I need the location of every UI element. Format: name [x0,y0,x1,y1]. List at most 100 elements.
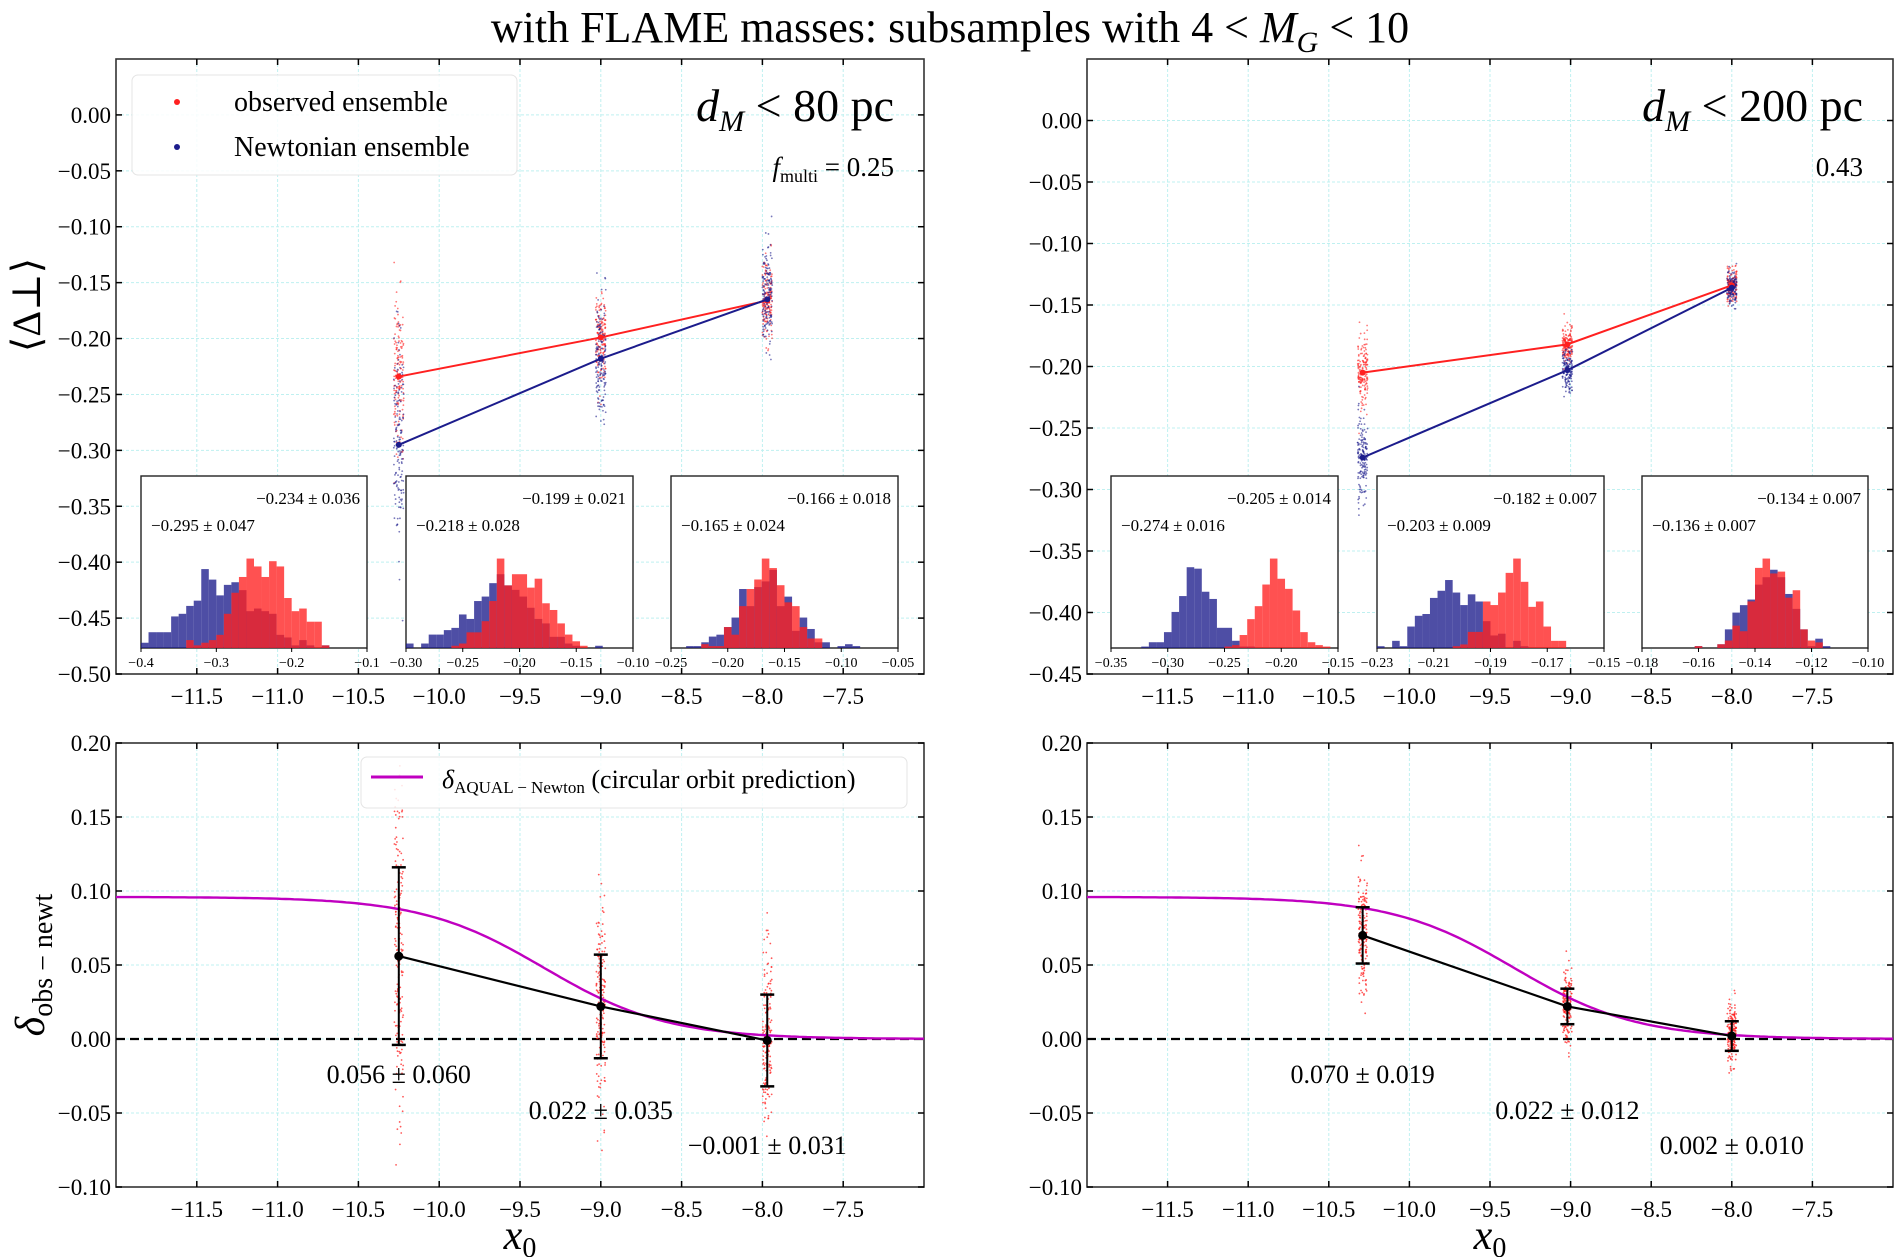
x-tick-label: −10.5 [332,684,385,709]
x-tick-label: −8.0 [742,684,784,709]
scatter-point [399,342,402,344]
inset-histogram: −0.234 ± 0.036−0.295 ± 0.047−0.4 −0.3 −0.2… [128,475,380,671]
scatter-point [767,263,769,265]
scatter-point [596,370,598,372]
scatter-point [763,1030,766,1033]
y-tick-label: 0.00 [1042,1027,1082,1052]
x-tick-label: −9.0 [1550,1197,1592,1222]
scatter-point [1727,271,1730,274]
scatter-point [1564,336,1567,339]
hist-bar-newtonian [1445,580,1453,648]
scatter-point [599,420,602,422]
scatter-point [763,1067,765,1070]
scatter-point [768,987,771,990]
scatter-point [1363,428,1366,431]
scatter-point [395,964,398,967]
scatter-point [1360,386,1362,389]
scatter-point [1562,1025,1564,1028]
scatter-point [393,337,396,339]
scatter-point [400,384,403,387]
scatter-point [595,350,597,352]
scatter-point [600,379,602,382]
hist-bar-observed [1277,578,1286,648]
x-tick-label: −9.0 [1550,684,1592,709]
scatter-point [762,1032,765,1034]
x-axis-label-var: x [1473,1213,1493,1257]
scatter-point [1361,991,1364,994]
scatter-point [1569,335,1572,337]
hist-bar-newtonian [686,646,694,648]
scatter-point [1362,446,1365,449]
scatter-point [398,413,401,416]
scatter-point [596,323,599,326]
inset-newtonian-label: −0.295 ± 0.047 [151,516,255,535]
y-tick-label: 0.00 [71,103,111,128]
scatter-point [395,1034,397,1037]
scatter-point [768,1045,771,1047]
hist-bar-observed [511,574,520,648]
x-tick-label: −8.5 [1630,1197,1672,1222]
scatter-point [1362,892,1365,895]
scatter-point [1365,431,1367,434]
scatter-point [395,430,397,432]
scatter-point [399,366,401,369]
scatter-point [597,344,600,347]
scatter-point [1364,361,1367,364]
scatter-point [763,295,766,298]
scatter-point [603,1023,606,1026]
scatter-point [1569,392,1572,394]
scatter-point [1569,1000,1572,1003]
y-axis-label: ⟨Δ⊥⟩ [4,258,49,353]
scatter-point [1357,444,1359,446]
scatter-point [1568,350,1571,353]
scatter-point [396,357,399,359]
scatter-point [401,1016,404,1019]
scatter-point [394,362,397,365]
hist-bar-newtonian [1156,642,1164,648]
scatter-point [763,969,766,971]
x-tick-label: −8.0 [1711,1197,1753,1222]
scatter-point [1568,1055,1570,1058]
scatter-point [1357,501,1360,504]
scatter-point [1358,514,1360,517]
scatter-point [770,966,773,968]
scatter-point [1362,903,1365,906]
hist-bar-newtonian [1452,592,1461,648]
x-tick-label: −7.5 [1792,1197,1834,1222]
scatter-point [395,1046,398,1049]
scatter-point [602,353,605,356]
scatter-point [1361,439,1363,442]
scatter-point [1365,413,1368,416]
scatter-point [1728,998,1731,1001]
scatter-point [766,276,769,279]
scatter-point [1727,298,1729,301]
scatter-point [1563,349,1565,352]
scatter-point [1363,917,1366,919]
scatter-point [1363,468,1366,471]
scatter-point [764,1098,767,1100]
scatter-point [399,356,402,358]
scatter-point [1734,1058,1737,1061]
scatter-point [769,1031,772,1034]
y-tick-label: −0.05 [1029,170,1082,195]
scatter-point [395,903,398,906]
scatter-point [1564,1041,1567,1043]
scatter-point [1727,294,1730,297]
scatter-point [764,327,767,329]
scatter-point [768,354,771,356]
inset-x-tick-label: −0.2 [279,656,304,671]
scatter-point [1570,982,1573,985]
scatter-point [1727,1007,1729,1010]
hist-bar-observed [1543,626,1552,648]
scatter-point [401,950,403,952]
scatter-point [1730,1053,1733,1055]
scatter-point [1570,977,1572,980]
scatter-point [401,1033,404,1036]
scatter-point [399,429,402,432]
scatter-point [768,310,771,313]
scatter-point [1361,398,1364,401]
scatter-point [596,1140,599,1142]
scatter-point [762,1029,764,1032]
scatter-point [604,1064,606,1066]
scatter-point [765,1135,768,1138]
